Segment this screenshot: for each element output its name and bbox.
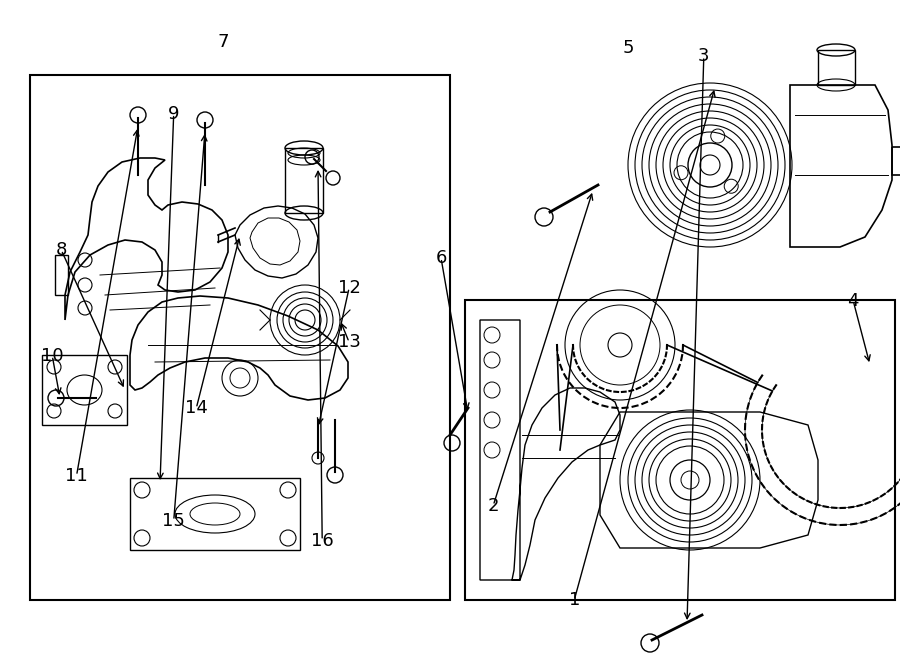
- Text: 2: 2: [488, 496, 499, 515]
- Text: 3: 3: [698, 47, 709, 65]
- Text: 1: 1: [569, 591, 580, 609]
- Text: 15: 15: [162, 512, 185, 530]
- Text: 14: 14: [184, 399, 208, 418]
- Text: 9: 9: [168, 104, 179, 123]
- Circle shape: [681, 471, 699, 489]
- Text: 8: 8: [56, 241, 67, 259]
- Text: 5: 5: [623, 38, 634, 57]
- Text: 10: 10: [40, 346, 64, 365]
- Text: 11: 11: [65, 467, 88, 485]
- Text: 16: 16: [310, 531, 334, 550]
- Text: 7: 7: [218, 33, 229, 52]
- Text: 13: 13: [338, 333, 361, 352]
- Text: 4: 4: [848, 292, 859, 310]
- Text: 6: 6: [436, 249, 446, 267]
- Text: 12: 12: [338, 278, 361, 297]
- Circle shape: [700, 155, 720, 175]
